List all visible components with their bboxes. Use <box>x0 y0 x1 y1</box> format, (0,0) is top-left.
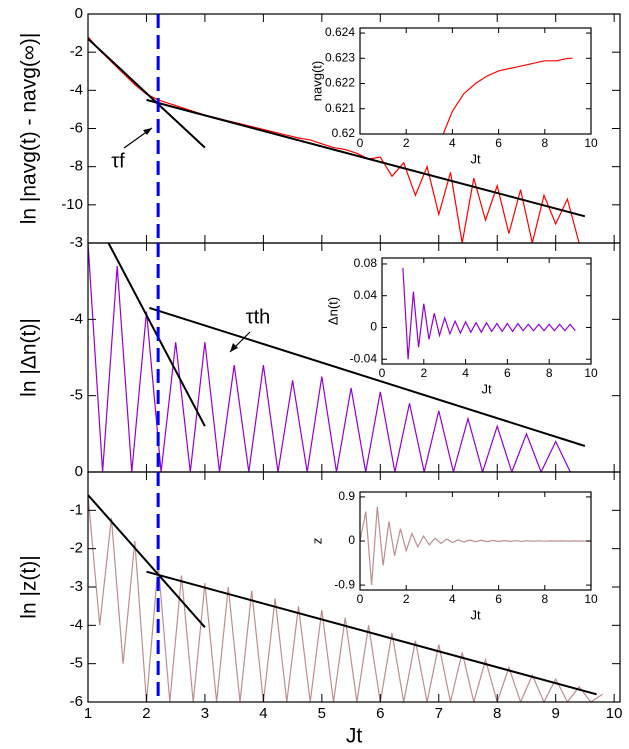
y-tick-label: 0.08 <box>354 256 378 270</box>
y-axis-label: z <box>309 538 324 545</box>
y-tick-label: -8 <box>70 158 83 175</box>
y-axis-label: Δn(t) <box>325 297 340 325</box>
x-tick-label: 3 <box>201 705 209 722</box>
x-tick-label: 10 <box>606 705 623 722</box>
x-tick-label: 8 <box>493 705 501 722</box>
x-tick-label: 6 <box>504 366 511 380</box>
inset-background <box>382 258 591 364</box>
data-line <box>88 36 580 243</box>
y-tick-label: -6 <box>70 693 83 710</box>
y-tick-label: -5 <box>70 655 83 672</box>
x-tick-label: 6 <box>495 592 502 606</box>
x-tick-label: 10 <box>584 136 598 150</box>
inset-background <box>360 28 591 134</box>
x-tick-label: 6 <box>495 136 502 150</box>
arrow-head <box>143 128 152 135</box>
y-tick-label: 0 <box>75 463 83 480</box>
data-line <box>88 243 571 472</box>
y-tick-label: -2 <box>70 43 83 60</box>
annotation: τf <box>111 150 125 172</box>
y-tick-label: 0.62 <box>332 126 356 140</box>
x-tick-label: 5 <box>318 705 326 722</box>
x-tick-label: 2 <box>403 136 410 150</box>
data-line <box>88 494 603 702</box>
arrow-head <box>230 343 238 352</box>
y-tick-label: 0.04 <box>354 288 378 302</box>
x-axis-label: Jt <box>481 381 492 396</box>
x-tick-label: 1 <box>84 705 92 722</box>
x-tick-label: 2 <box>403 592 410 606</box>
x-tick-label: 2 <box>142 705 150 722</box>
plot-frame <box>381 257 592 365</box>
y-tick-label: 0.623 <box>325 50 355 64</box>
data-line <box>149 306 586 447</box>
x-tick-label: 8 <box>541 136 548 150</box>
x-tick-label: 9 <box>552 705 560 722</box>
y-tick-label: -4 <box>70 310 83 327</box>
y-tick-label: -1 <box>70 501 83 518</box>
x-tick-label: 7 <box>435 705 443 722</box>
y-axis-label: ln |navg(t) - navg(∞)| <box>18 33 41 225</box>
y-tick-label: -3 <box>70 234 83 251</box>
data-line <box>442 57 573 134</box>
annotation: τth <box>246 306 271 328</box>
x-tick-label: 8 <box>541 592 548 606</box>
x-tick-label: 0 <box>379 366 386 380</box>
y-tick-label: -2 <box>70 540 83 557</box>
x-tick-label: 0 <box>357 136 364 150</box>
y-tick-label: -3 <box>70 578 83 595</box>
y-tick-label: 0 <box>370 320 377 334</box>
x-tick-label: 0 <box>357 592 364 606</box>
y-tick-label: 0 <box>75 5 83 22</box>
data-line <box>88 494 206 628</box>
x-tick-label: 8 <box>546 366 553 380</box>
y-tick-label: 0.624 <box>325 25 355 39</box>
y-tick-label: -4 <box>70 616 83 633</box>
data-line <box>146 98 586 218</box>
y-tick-label: -0.04 <box>350 351 378 365</box>
data-line <box>402 267 576 360</box>
x-tick-label: 10 <box>584 366 598 380</box>
x-axis-label: Jt <box>470 607 481 622</box>
y-tick-label: -0.9 <box>334 577 355 591</box>
data-line <box>146 570 597 696</box>
x-axis-label: Jt <box>346 725 363 748</box>
x-tick-label: 4 <box>449 592 456 606</box>
x-axis-label: Jt <box>470 151 481 166</box>
y-axis-label: ln |Δn(t)| <box>18 318 41 397</box>
data-line <box>88 38 206 149</box>
data-line <box>360 506 591 586</box>
x-tick-label: 4 <box>462 366 469 380</box>
y-tick-label: 0.9 <box>338 489 355 503</box>
y-tick-label: 0.621 <box>325 101 355 115</box>
y-axis-label: ln |z(t)| <box>18 555 41 618</box>
plot-frame <box>359 27 592 135</box>
y-tick-label: -4 <box>70 81 83 98</box>
x-tick-label: 4 <box>259 705 267 722</box>
x-tick-label: 6 <box>376 705 384 722</box>
x-tick-label: 4 <box>449 136 456 150</box>
y-tick-label: -10 <box>61 196 83 213</box>
y-tick-label: -5 <box>70 387 83 404</box>
y-tick-label: 0.622 <box>325 76 355 90</box>
y-axis-label: navg(t) <box>309 61 324 101</box>
x-tick-label: 2 <box>420 366 427 380</box>
y-tick-label: -6 <box>70 119 83 136</box>
y-tick-label: 0 <box>348 533 355 547</box>
x-tick-label: 10 <box>584 592 598 606</box>
